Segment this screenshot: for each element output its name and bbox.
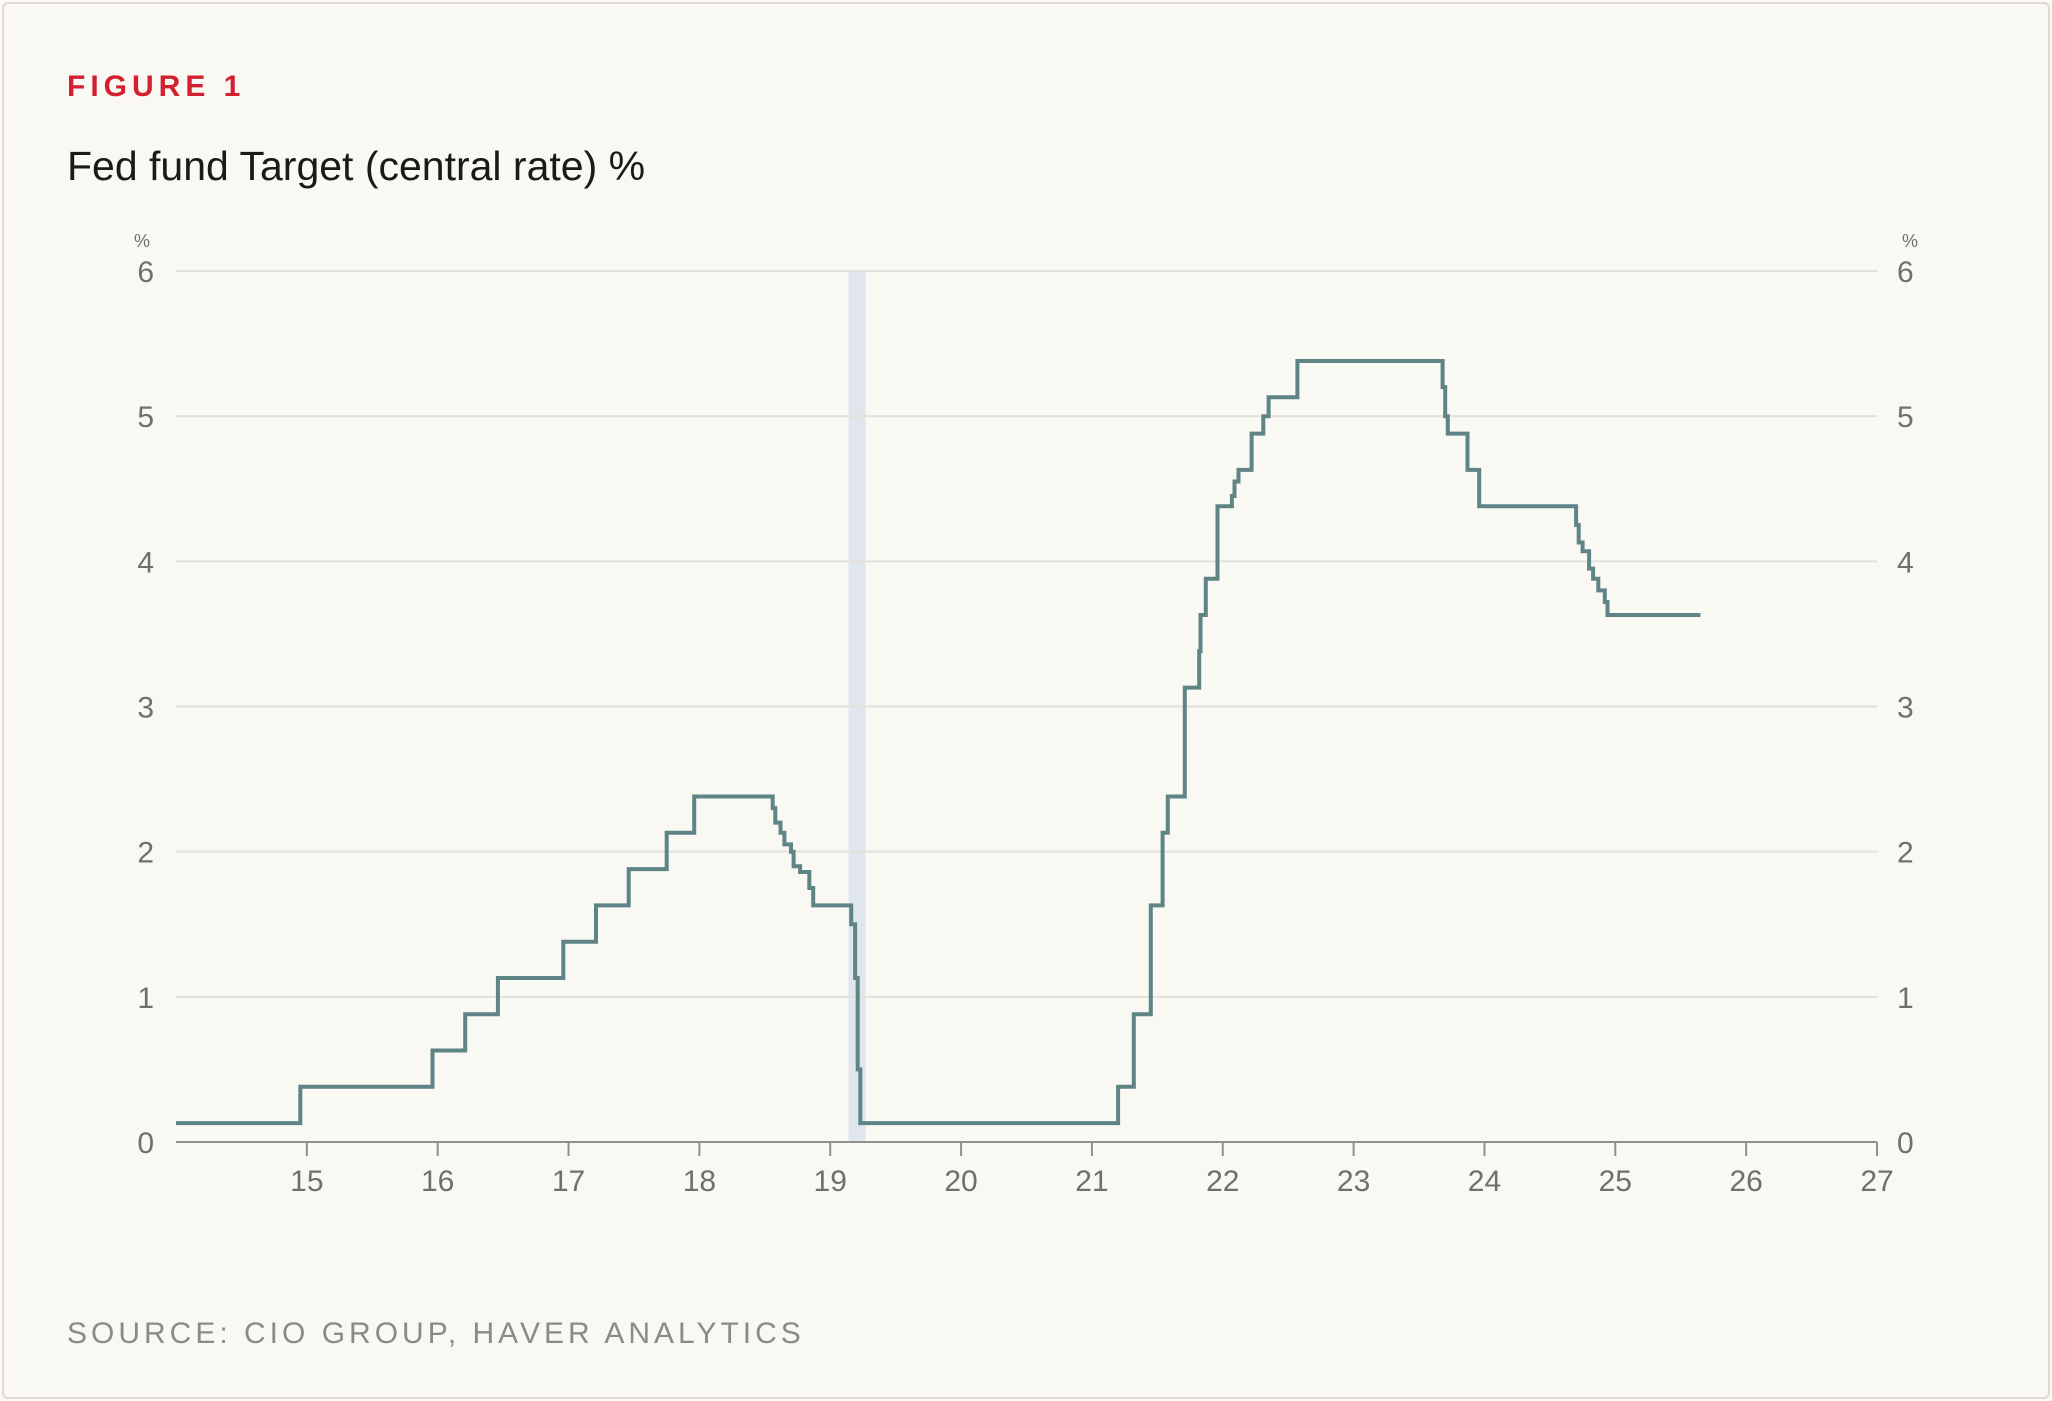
x-tick-label: 19	[814, 1165, 847, 1198]
axis-layer: 0 01 12 23 34 45 56 615 16 17 18 19 20 21 22 23 24 25 26 27	[137, 256, 1913, 1198]
x-tick-label: 26	[1729, 1165, 1762, 1198]
x-tick-label: 22	[1206, 1165, 1239, 1198]
grid-layer	[176, 270, 1877, 998]
series-layer	[176, 359, 1701, 1126]
y-tick-label-left: 4	[137, 546, 154, 579]
y-tick-label-right: 1	[1897, 982, 1914, 1015]
y-tick-label-left: 3	[137, 692, 154, 725]
x-tick-label: 23	[1337, 1165, 1370, 1198]
x-tick-label: 27	[1860, 1165, 1893, 1198]
y-tick-label-right: 3	[1897, 692, 1914, 725]
y-tick-label-left: 6	[137, 256, 154, 289]
x-tick-label: 17	[552, 1165, 585, 1198]
figure-label: FIGURE 1	[67, 70, 246, 103]
fed-funds-line	[176, 359, 1701, 1126]
x-tick-label: 15	[290, 1165, 323, 1198]
x-tick-label: 18	[683, 1165, 716, 1198]
x-tick-label: 16	[421, 1165, 454, 1198]
x-tick-label: 25	[1599, 1165, 1632, 1198]
x-tick-label: 20	[944, 1165, 977, 1198]
x-tick-label: 24	[1468, 1165, 1501, 1198]
y-tick-label-right: 5	[1897, 401, 1914, 434]
y-axis-unit-left: %	[134, 231, 150, 251]
chart-title: Fed fund Target (central rate) %	[67, 143, 646, 189]
x-tick-label: 21	[1075, 1165, 1108, 1198]
source-note: SOURCE: CIO GROUP, HAVER ANALYTICS	[67, 1317, 805, 1350]
y-tick-label-right: 0	[1897, 1127, 1914, 1160]
y-tick-label-right: 2	[1897, 837, 1914, 870]
y-tick-label-left: 5	[137, 401, 154, 434]
y-tick-label-right: 4	[1897, 546, 1914, 579]
y-tick-label-left: 2	[137, 837, 154, 870]
y-tick-label-left: 0	[137, 1127, 154, 1160]
y-tick-label-left: 1	[137, 982, 154, 1015]
y-axis-unit-right: %	[1902, 231, 1918, 251]
y-tick-label-right: 6	[1897, 256, 1914, 289]
